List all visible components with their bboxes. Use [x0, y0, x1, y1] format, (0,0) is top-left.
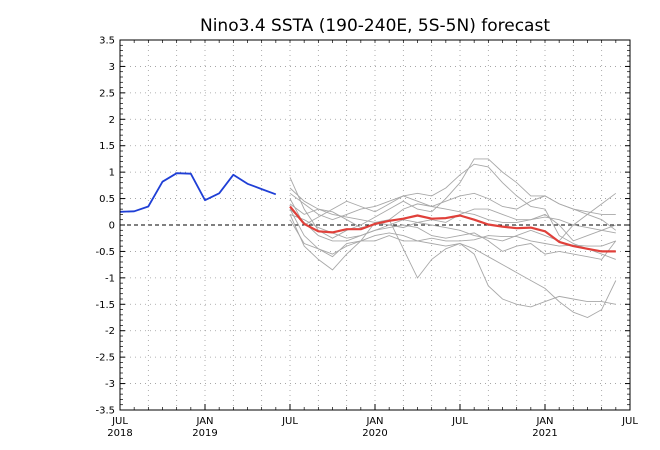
y-tick-label: 1: [109, 168, 115, 179]
ensemble-member-line: [289, 192, 616, 226]
ensemble-mean-line: [289, 205, 616, 253]
y-tick-label: -3.5: [95, 406, 115, 417]
ensemble-member-line: [289, 203, 616, 242]
y-tick-label: 2.5: [99, 88, 115, 99]
y-tick-label: -0.5: [95, 247, 115, 258]
x-tick-label-month: JAN: [535, 416, 553, 427]
y-tick-label: 0: [109, 221, 115, 232]
y-tick-label: 0.5: [99, 194, 115, 205]
ensemble-member-line: [289, 214, 616, 308]
ensemble-member-line: [289, 208, 616, 258]
ensemble-member-line: [289, 192, 617, 242]
x-tick-label-year: 2020: [362, 428, 387, 439]
y-tick-label: 2: [109, 115, 115, 126]
y-tick-label: -1: [105, 273, 115, 284]
x-tick-label-month: JUL: [451, 416, 468, 427]
y-tick-label: -1.5: [95, 300, 115, 311]
y-tick-label: -2.5: [95, 353, 115, 364]
x-tick-label-year: 2019: [192, 428, 217, 439]
x-tick-label-year: 2018: [107, 428, 132, 439]
ensemble-member-line: [289, 187, 616, 234]
x-tick-label-month: JUL: [281, 416, 298, 427]
ensemble-member-line: [289, 219, 617, 318]
ensemble-members: [289, 158, 617, 318]
x-tick-label-month: JAN: [365, 416, 383, 427]
axes: [119, 39, 631, 411]
y-tick-labels: -3.5 -3 -2.5 -2 -1.5 -1 -0.5 0 0.5 1 1.5 2 2.5 3 3.5: [95, 36, 115, 417]
x-tick-label-month: JUL: [621, 416, 638, 427]
x-tick-label-month: JUL: [111, 416, 128, 427]
y-tick-label: 3.5: [99, 36, 115, 47]
ensemble-member-line: [289, 163, 616, 260]
series-lines: [119, 172, 616, 253]
observed-line: [119, 172, 277, 213]
y-tick-label: -2: [105, 326, 115, 337]
ensemble-member-line: [289, 213, 617, 260]
x-tick-label-month: JAN: [195, 416, 213, 427]
x-tick-label-year: 2021: [532, 428, 557, 439]
chart-title: Nino3.4 SSTA (190-240E, 5S-5N) forecast: [200, 16, 550, 36]
y-tick-label: 1.5: [99, 141, 115, 152]
y-tick-label: -3: [105, 379, 115, 390]
grid: [120, 40, 630, 410]
y-tick-label: 3: [109, 62, 115, 73]
